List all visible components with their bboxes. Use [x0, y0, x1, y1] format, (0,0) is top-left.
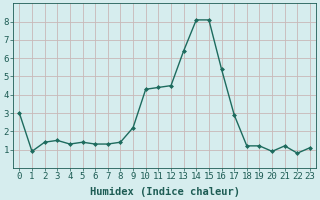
X-axis label: Humidex (Indice chaleur): Humidex (Indice chaleur) — [90, 186, 240, 197]
